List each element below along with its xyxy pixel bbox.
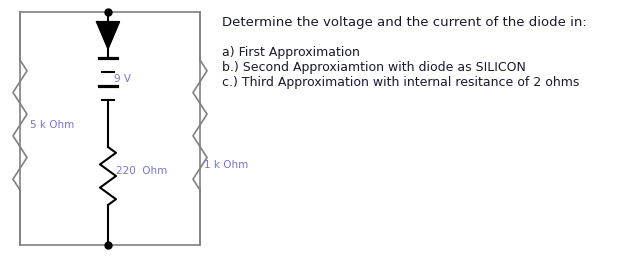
Text: 220  Ohm: 220 Ohm (116, 166, 167, 176)
Text: c.) Third Approximation with internal resitance of 2 ohms: c.) Third Approximation with internal re… (222, 76, 579, 89)
Text: 1 k Ohm: 1 k Ohm (204, 160, 248, 170)
Polygon shape (97, 22, 119, 48)
Text: 5 k Ohm: 5 k Ohm (30, 120, 74, 130)
Text: Determine the voltage and the current of the diode in:: Determine the voltage and the current of… (222, 16, 587, 29)
Text: b.) Second Approxiamtion with diode as SILICON: b.) Second Approxiamtion with diode as S… (222, 61, 526, 74)
Text: 9 V: 9 V (114, 74, 131, 84)
Text: a) First Approximation: a) First Approximation (222, 46, 360, 59)
